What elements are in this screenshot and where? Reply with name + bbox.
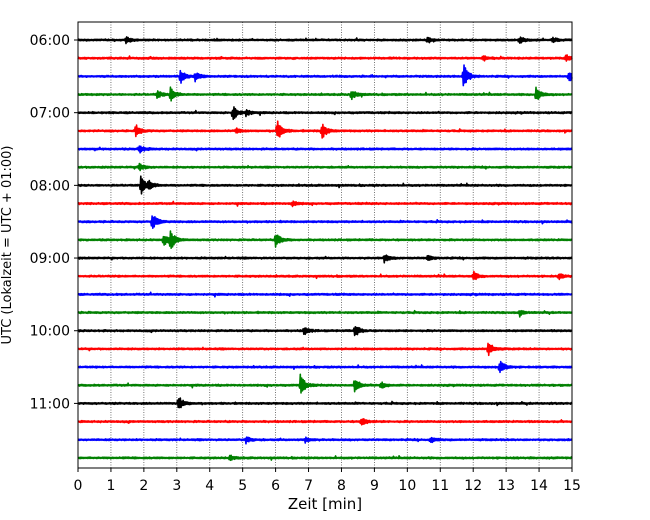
y-tick-label: 11:00 xyxy=(30,396,70,412)
trace-21 xyxy=(77,417,573,426)
trace-2 xyxy=(77,64,573,87)
trace-14 xyxy=(77,291,573,298)
x-tick-label: 7 xyxy=(304,478,313,494)
trace-5 xyxy=(77,120,573,139)
x-tick-label: 5 xyxy=(238,478,247,494)
x-tick-label: 6 xyxy=(271,478,280,494)
y-axis-label: UTC (Lokalzeit = UTC + 01:00) xyxy=(0,146,15,345)
x-tick-label: 4 xyxy=(205,478,214,494)
x-tick-label: 10 xyxy=(398,478,416,494)
trace-19 xyxy=(77,373,573,394)
x-tick-label: 2 xyxy=(139,478,148,494)
plot-frame xyxy=(77,21,573,469)
x-tick-label: 13 xyxy=(497,478,515,494)
trace-15 xyxy=(77,309,573,318)
trace-16 xyxy=(77,326,573,337)
trace-10 xyxy=(77,215,573,229)
x-tick-label: 8 xyxy=(337,478,346,494)
trace-0 xyxy=(77,36,573,45)
y-tick-label: 08:00 xyxy=(30,178,70,194)
y-tick-label: 07:00 xyxy=(30,106,70,122)
trace-7 xyxy=(77,162,573,172)
trace-4 xyxy=(77,106,573,121)
trace-3 xyxy=(77,86,573,102)
y-tick-label: 06:00 xyxy=(30,33,70,49)
trace-22 xyxy=(77,436,573,445)
trace-12 xyxy=(77,254,573,264)
x-tick-label: 9 xyxy=(370,478,379,494)
x-axis-ticks: 0 1 2 3 4 5 6 7 8 9 10 11 12 13 14 15 xyxy=(74,468,581,494)
x-tick-label: 1 xyxy=(106,478,115,494)
trace-11 xyxy=(77,230,573,250)
y-tick-label: 09:00 xyxy=(30,251,70,267)
trace-1 xyxy=(77,54,573,62)
trace-6 xyxy=(77,145,573,154)
y-axis-ticks: 06:00 07:00 08:00 09:00 10:00 11:00 xyxy=(30,33,78,412)
x-axis-label: Zeit [min] xyxy=(288,495,362,513)
x-tick-label: 0 xyxy=(74,478,83,494)
trace-23 xyxy=(77,454,573,462)
trace-20 xyxy=(77,397,573,409)
plot-area xyxy=(78,22,572,468)
x-tick-label: 11 xyxy=(431,478,449,494)
trace-18 xyxy=(77,360,573,374)
trace-13 xyxy=(77,270,573,281)
x-tick-label: 3 xyxy=(172,478,181,494)
x-tick-label: 12 xyxy=(464,478,482,494)
seismogram-traces xyxy=(77,36,573,462)
trace-8 xyxy=(77,175,573,195)
y-tick-label: 10:00 xyxy=(30,324,70,340)
x-tick-label: 14 xyxy=(530,478,548,494)
trace-9 xyxy=(77,200,573,208)
x-tick-label: 15 xyxy=(563,478,581,494)
trace-17 xyxy=(77,342,573,357)
